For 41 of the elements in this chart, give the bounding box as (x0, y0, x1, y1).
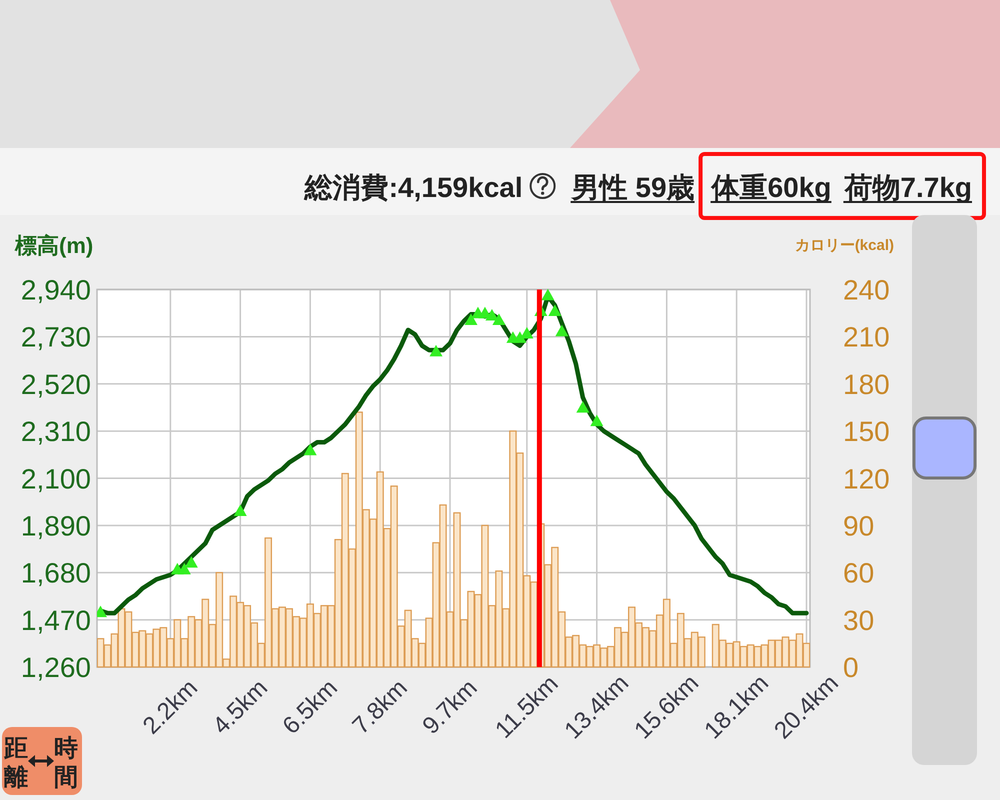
text: 距離 (3, 735, 28, 791)
point (513, 331, 526, 343)
y-tick-label: 1,890 (20, 510, 91, 542)
y2-tick-label: 150 (843, 416, 890, 448)
point (576, 401, 590, 413)
text: 男性 59歳 (570, 172, 695, 203)
point (234, 504, 247, 516)
point (304, 444, 317, 456)
y2-tick-label: 0 (843, 652, 859, 683)
y-tick-label: 2,100 (20, 463, 91, 494)
y-tick-label: 2,520 (20, 368, 91, 400)
y2-tick-label: 90 (843, 510, 874, 542)
point (430, 344, 443, 356)
y-tick-label: 2,730 (20, 322, 91, 353)
y2-axis-title: カロリー(kcal) (794, 237, 894, 254)
y-tick-label: 1,470 (20, 604, 91, 636)
point (178, 562, 191, 574)
y2-tick-label: 240 (843, 274, 890, 306)
point (485, 308, 498, 320)
y2-tick-label: 120 (843, 463, 890, 494)
point (492, 313, 506, 325)
text: 荷物7.7kg (843, 172, 972, 203)
y-tick-label: 2,310 (20, 416, 91, 448)
point (590, 414, 604, 426)
point (464, 313, 478, 325)
point (548, 304, 562, 316)
text: 時間 (54, 735, 78, 791)
point (555, 324, 568, 336)
point (520, 326, 534, 338)
y2-tick-label: 180 (843, 368, 890, 400)
text: 総消費:4,159kcal (304, 172, 523, 203)
text: 体重60kg (710, 172, 832, 203)
y-axis-title: 標高(m) (14, 233, 94, 258)
y2-tick-label: 210 (843, 322, 890, 353)
y-tick-label: 2,940 (20, 274, 91, 306)
y-tick-label: 1,680 (20, 558, 91, 589)
point (184, 556, 198, 568)
y-tick-label: 1,260 (20, 652, 91, 683)
y2-tick-label: 30 (843, 604, 874, 636)
point (541, 288, 554, 300)
y2-tick-label: 60 (843, 558, 874, 589)
